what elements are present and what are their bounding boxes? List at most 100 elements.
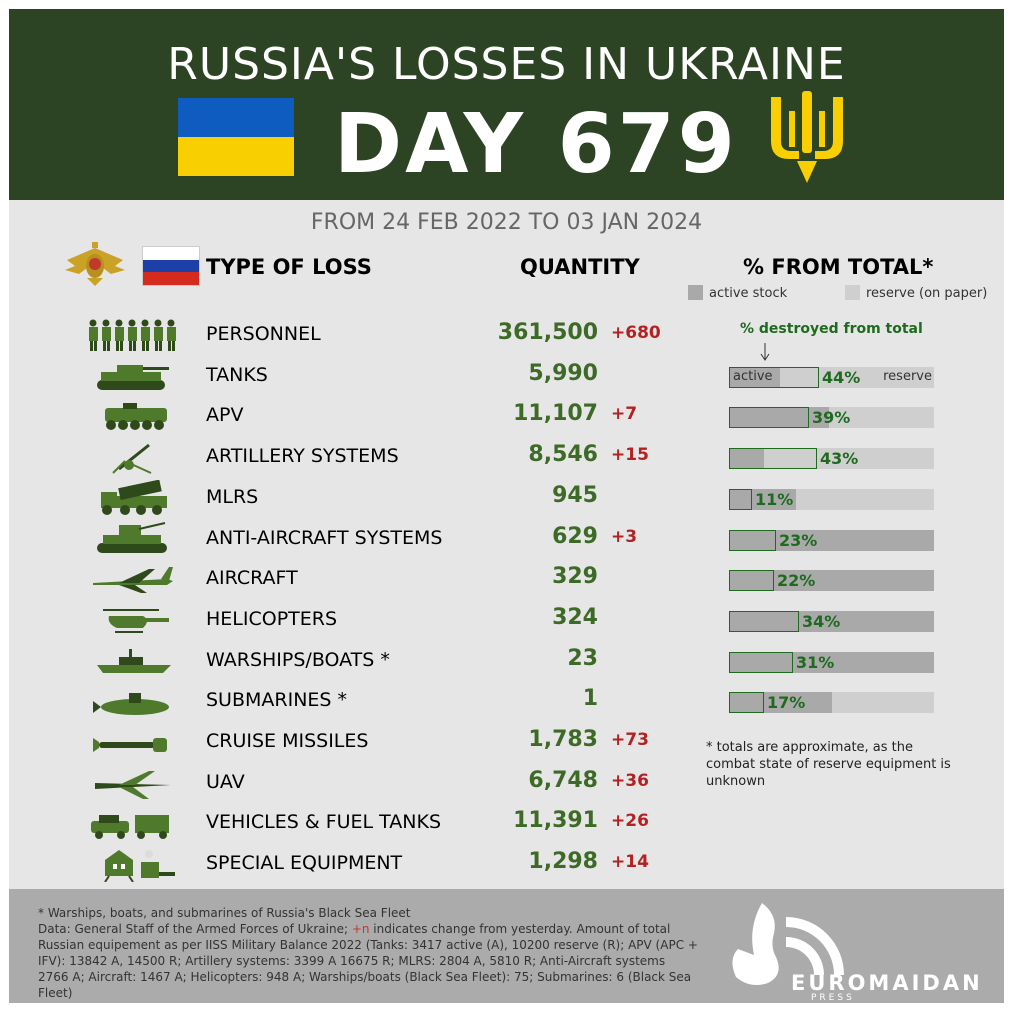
- percent-label: 11%: [755, 489, 794, 509]
- uav-icon: [95, 770, 171, 799]
- legend-reserve-label: reserve (on paper): [866, 286, 988, 301]
- percent-bar: active reserve 44%: [729, 366, 934, 388]
- table-row: HELICOPTERS 324 34%: [9, 600, 1004, 640]
- footer-sources: * Warships, boats, and submarines of Rus…: [38, 905, 698, 1001]
- row-quantity: 629: [552, 523, 598, 549]
- percent-label: 23%: [779, 530, 818, 550]
- legend-active: active stock: [688, 285, 787, 301]
- table-row: TANKS 5,990 active reserve 44%: [9, 356, 1004, 396]
- anti-aircraft-icon: [97, 521, 167, 553]
- artillery-icon: [112, 443, 152, 475]
- table-row: WARSHIPS/BOATS * 23 31%: [9, 641, 1004, 681]
- row-change: +73: [611, 730, 649, 750]
- destroyed-heading: % destroyed from total: [740, 321, 923, 337]
- active-stock-fill: [729, 570, 934, 592]
- row-quantity: 1: [582, 686, 598, 712]
- euromaidan-press-logo-icon: [732, 903, 844, 985]
- ukraine-flag-icon: [178, 98, 294, 176]
- russia-flag-icon: [142, 246, 200, 286]
- active-stock-fill: [729, 488, 796, 510]
- destroyed-outline: [729, 448, 817, 470]
- percent-bar: 43%: [729, 448, 934, 470]
- row-label: HELICOPTERS: [206, 607, 338, 630]
- table-row: SPECIAL EQUIPMENT 1,298 +14: [9, 844, 1004, 884]
- legend-reserve: reserve (on paper): [845, 285, 987, 301]
- row-change: +14: [611, 852, 649, 873]
- reserve-swatch-icon: [845, 285, 860, 300]
- row-quantity: 361,500: [497, 320, 598, 345]
- percent-bar: 34%: [729, 610, 934, 632]
- row-quantity: 11,107: [513, 401, 598, 427]
- soldiers-icon: [89, 319, 176, 351]
- percent-label: 39%: [812, 408, 851, 428]
- table-row: PERSONNEL 361,500 +680: [9, 315, 1004, 355]
- row-quantity: 5,990: [528, 360, 598, 386]
- tank-icon: [97, 364, 169, 390]
- row-quantity: 329: [552, 564, 598, 590]
- percent-label: 43%: [820, 449, 859, 469]
- destroyed-outline: [729, 488, 752, 510]
- row-quantity: 23: [567, 645, 598, 671]
- row-quantity: 945: [552, 482, 598, 508]
- row-label: ARTILLERY SYSTEMS: [206, 445, 399, 468]
- infographic: RUSSIA'S LOSSES IN UKRAINE DAY 679 FROM …: [9, 9, 1004, 1003]
- row-label: APV: [206, 404, 244, 427]
- row-label: UAV: [206, 770, 245, 793]
- row-quantity: 6,748: [528, 767, 598, 793]
- row-label: VEHICLES & FUEL TANKS: [206, 811, 442, 834]
- arrow-down-icon: [760, 343, 770, 361]
- row-label: SUBMARINES *: [206, 689, 348, 712]
- destroyed-outline: [729, 651, 793, 673]
- row-label: AIRCRAFT: [206, 567, 298, 590]
- column-header-percent: % FROM TOTAL*: [743, 255, 934, 279]
- percent-bar: 31%: [729, 651, 934, 673]
- trident-icon: [771, 91, 843, 183]
- table-row: CRUISE MISSILES 1,783 +73: [9, 722, 1004, 762]
- active-stock-fill: [729, 651, 934, 673]
- destroyed-outline: [729, 366, 819, 388]
- active-stock-fill: [729, 692, 832, 714]
- active-stock-fill: [729, 448, 764, 470]
- footer-line-data: Data: General Staff of the Armed Forces …: [38, 922, 698, 1000]
- row-quantity: 8,546: [528, 442, 598, 468]
- active-swatch-icon: [688, 285, 703, 300]
- cruise-missile-icon: [93, 738, 167, 752]
- row-change: +26: [611, 811, 649, 832]
- legend-active-label: active stock: [709, 286, 788, 301]
- active-stock-fill: [729, 407, 830, 429]
- date-range: FROM 24 FEB 2022 TO 03 JAN 2024: [310, 210, 703, 235]
- row-label: MLRS: [206, 485, 259, 508]
- active-stock-fill: [729, 529, 934, 551]
- percent-label: 17%: [767, 693, 806, 713]
- logo-name: EUROMAIDAN: [791, 971, 983, 995]
- active-stock-fill: [729, 366, 781, 388]
- russian-mod-emblem-icon: [65, 242, 125, 286]
- table-row: SUBMARINES * 1 17%: [9, 681, 1004, 721]
- column-header-type: TYPE OF LOSS: [206, 255, 372, 279]
- footer: * Warships, boats, and submarines of Rus…: [9, 889, 1004, 1003]
- vehicles-icon: [91, 815, 169, 840]
- aircraft-icon: [93, 567, 173, 594]
- submarine-icon: [93, 693, 169, 716]
- row-label: SPECIAL EQUIPMENT: [206, 852, 403, 875]
- percent-bar: 11%: [729, 488, 934, 510]
- table-row: AIRCRAFT 329 22%: [9, 559, 1004, 599]
- bar-active-label: active: [733, 368, 773, 384]
- active-stock-fill: [729, 610, 934, 632]
- row-change: +3: [611, 526, 638, 547]
- apv-icon: [105, 403, 167, 431]
- percent-label: 31%: [796, 652, 835, 672]
- row-change: +36: [611, 770, 649, 791]
- percent-bar: 39%: [729, 407, 934, 429]
- row-change: +680: [611, 323, 661, 343]
- helicopter-icon: [103, 608, 169, 633]
- bar-reserve-label: reserve: [883, 368, 932, 384]
- row-quantity: 1,298: [528, 849, 598, 875]
- percent-label: 44%: [822, 367, 861, 387]
- table-row: UAV 6,748 +36: [9, 763, 1004, 803]
- main-title: RUSSIA'S LOSSES IN UKRAINE: [167, 39, 846, 90]
- destroyed-outline: [729, 529, 776, 551]
- row-change: +7: [611, 404, 638, 425]
- row-label: ANTI-AIRCRAFT SYSTEMS: [206, 526, 443, 549]
- warship-icon: [97, 648, 171, 673]
